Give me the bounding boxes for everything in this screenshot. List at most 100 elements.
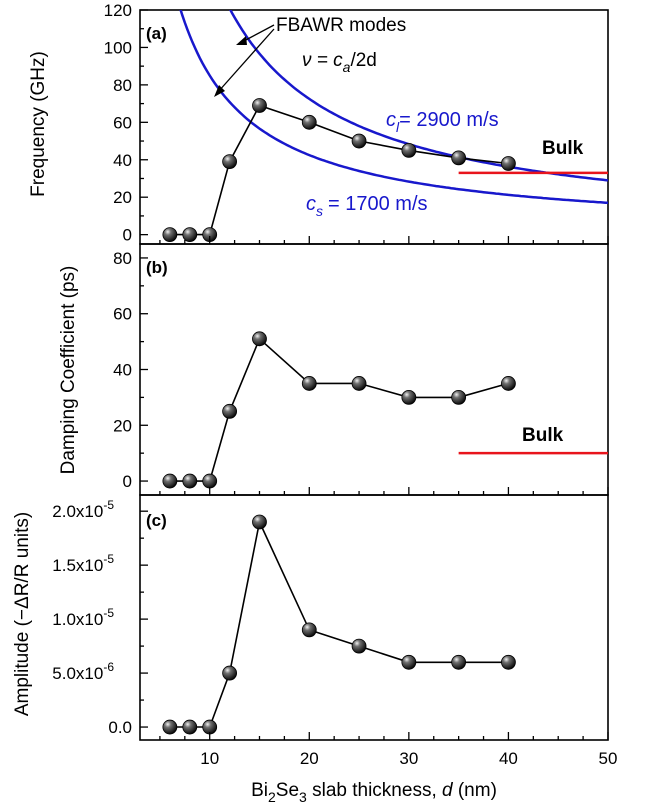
y-tick-label: 60 [113,305,132,324]
y-tick-label: 0 [123,472,132,491]
data-point [451,150,467,166]
cl-suffix: = 2900 m/s [399,109,499,131]
panel-c-y-ticks: 0.05.0x10-61.0x10-51.5x10-52.0x10-5 [52,498,148,737]
x-tick-label: 40 [499,749,518,768]
data-point [162,719,178,735]
data-point [351,133,367,149]
panel-b-bulk-label: Bulk [522,425,564,446]
x-tick-label: 20 [300,749,319,768]
data-point [182,227,198,243]
data-point [401,654,417,670]
y-tick-label: 80 [113,76,132,95]
data-point [202,473,218,489]
cl-prefix: c [386,109,396,131]
data-point [451,654,467,670]
panel-a-bulk-label: Bulk [542,138,584,159]
data-point [222,665,238,681]
cl-sub: l [396,119,400,135]
y-tick-label: 1.0x10-5 [52,606,114,629]
panel-b-points [162,331,516,489]
formula-prefix: ν = c [302,50,343,71]
y-tick-exponent: -5 [103,498,114,512]
data-point [451,389,467,405]
data-point [301,114,317,130]
panel-c-label: (c) [146,511,167,530]
panel-c-points [162,514,516,735]
cs-sub: s [316,203,323,219]
y-tick-label: 20 [113,188,132,207]
y-tick-mantissa: 1.5x10 [52,556,103,575]
x-label-sub2: 3 [299,789,307,805]
y-tick-mantissa: 2.0x10 [52,502,103,521]
y-tick-label: 120 [104,1,132,20]
cs-suffix: = 1700 m/s [328,193,428,215]
data-point [401,142,417,158]
x-label-p3: slab thickness, [307,780,442,801]
x-tick-label: 30 [399,749,418,768]
cs-prefix: c [306,193,316,215]
x-label-sub1: 2 [268,789,276,805]
data-point [351,638,367,654]
formula-label: ν = ca/2d [302,50,377,75]
data-point [252,98,267,113]
cs-label: cs = 1700 m/s [306,193,428,219]
y-tick-label: 2.0x10-5 [52,498,114,521]
data-point [182,719,198,735]
panel-a-series-line [169,104,509,236]
data-point [182,473,198,489]
y-tick-label: 20 [113,416,132,435]
panel-a-points [162,98,516,243]
y-tick-label: 40 [113,151,132,170]
cl-label: cl= 2900 m/s [386,109,499,135]
panel-b-series-line [169,337,509,482]
data-point [351,376,367,391]
x-tick-label: 50 [599,749,618,768]
panel-b-y-ticks: 0 20 40 60 80 [113,249,148,491]
data-point [252,514,267,530]
panel-b: 0 20 40 60 80 (b) Damping Coefficient (ps) B… [58,249,608,491]
fbawr-modes-label: FBAWR modes [276,15,406,36]
y-tick-exponent: -6 [103,660,114,674]
x-axis-label: Bi2Se3 slab thickness, d (nm) [251,780,497,805]
panel-c-y-axis-label: Amplitude (−ΔR/R units) [12,512,33,716]
panel-a-label: (a) [146,24,167,43]
x-label-p1: Bi [251,780,268,801]
formula-sub: a [343,59,351,75]
data-point [301,622,317,638]
panel-a: 0 20 40 60 80 100 120 (a) Frequency (GHz) FBAW… [28,1,608,245]
panel-a-y-ticks: 0 20 40 60 80 100 120 [104,1,148,245]
x-label-p4: (nm) [453,780,497,801]
formula-suffix: /2d [350,50,376,71]
panel-b-label: (b) [146,258,168,277]
data-point [222,154,238,170]
modes-arrow-1 [241,24,275,43]
panel-a-y-axis-label: Frequency (GHz) [28,51,49,197]
y-tick-label: 60 [113,113,132,132]
x-axis-ticks: 10 20 30 40 50 [159,236,618,768]
modes-arrow-2-head [214,85,225,97]
data-point [501,156,516,171]
x-label-p2: Se [276,780,299,801]
data-point [252,331,267,347]
y-tick-mantissa: 5.0x10 [52,664,103,683]
data-point [501,376,516,391]
data-point [222,403,238,419]
data-point [162,473,178,489]
panel-b-y-axis-label: Damping Coefficient (ps) [58,266,79,475]
cl-curve [229,10,608,182]
x-tick-label: 10 [200,749,219,768]
y-tick-label: 100 [104,38,132,57]
y-tick-label: 40 [113,361,132,380]
panel-c-frame [139,494,609,741]
panel-c-series-line [169,519,509,728]
modes-arrow-2 [217,28,275,93]
y-tick-label: 80 [113,249,132,268]
y-tick-exponent: -5 [103,552,114,566]
y-tick-label: 1.5x10-5 [52,552,114,575]
y-tick-mantissa: 1.0x10 [52,610,103,629]
data-point [501,654,516,670]
data-point [401,389,417,405]
y-tick-label: 0 [123,226,132,245]
y-tick-mantissa: 0.0 [108,718,132,737]
